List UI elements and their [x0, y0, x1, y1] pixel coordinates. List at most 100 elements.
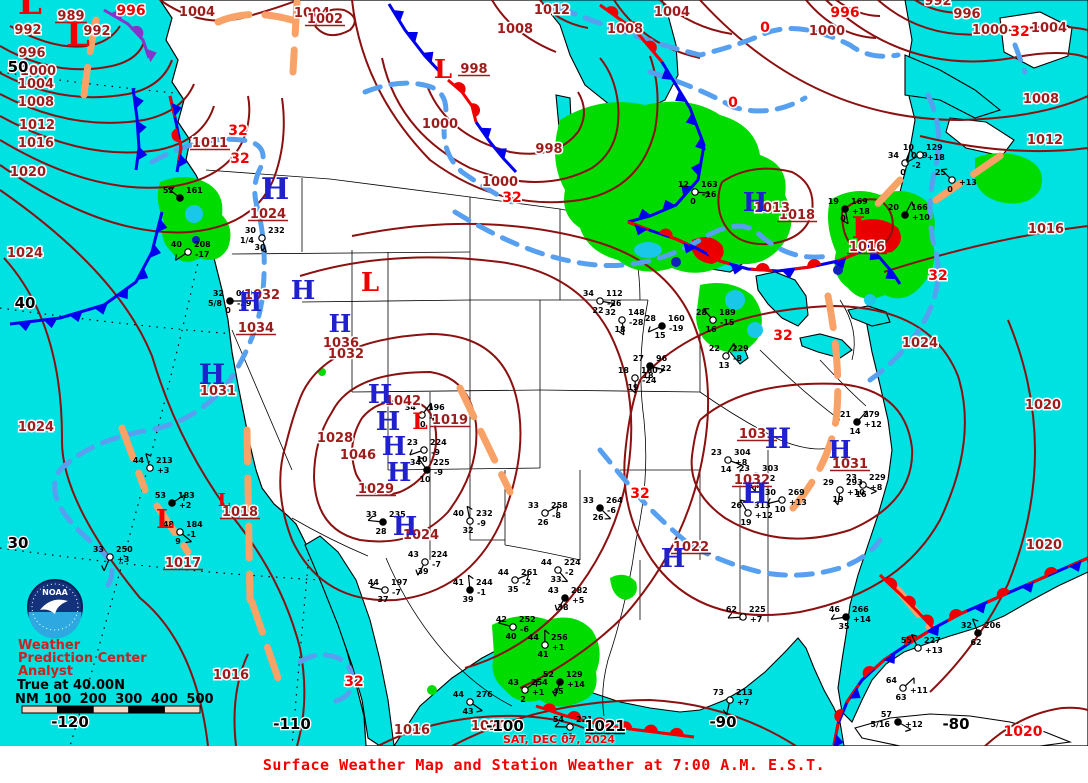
wind-barb-tick — [736, 464, 743, 469]
station-circle — [744, 509, 752, 517]
station-dewpoint: 10 — [416, 455, 428, 464]
station-pressure: 213 — [156, 456, 173, 465]
st-lawrence — [904, 54, 1002, 119]
station-circle — [541, 509, 549, 517]
front-semicircle — [592, 717, 607, 726]
station-pressure: 160 — [668, 314, 685, 323]
station-circle — [894, 718, 902, 726]
station-temp: 42 — [496, 615, 507, 624]
station-change: -6 — [607, 506, 616, 515]
station-pressure: 197 — [391, 578, 408, 587]
isobar-label: 1020 — [1026, 538, 1062, 553]
isobar-label: 992 — [83, 24, 110, 39]
station-change: +3 — [117, 555, 129, 564]
station-temp: 44 — [368, 578, 380, 587]
front-triangle — [495, 148, 507, 160]
station-temp: 43 — [548, 586, 559, 595]
station-temp: 52 — [543, 670, 554, 679]
station-pressure: 279 — [863, 410, 880, 419]
station-change: +10 — [847, 488, 865, 497]
isobar-label: 32 — [502, 190, 521, 206]
station-dewpoint: 33 — [550, 575, 561, 584]
station-change: +13 — [959, 178, 977, 187]
station-temp: 43 — [408, 550, 419, 559]
isobar-label: 1008 — [497, 22, 533, 37]
isobar-label: 996 — [830, 5, 859, 21]
front-triangle — [1021, 581, 1034, 593]
station-dewpoint: 9 — [175, 537, 181, 546]
high-pressure-symbol: H — [199, 358, 225, 391]
station-circle — [899, 684, 907, 692]
station-change: +12 — [864, 420, 882, 429]
station-change: -1 — [477, 588, 486, 597]
station-extra: 1/4 — [240, 236, 254, 245]
station-temp: 27 — [633, 354, 644, 363]
front-semicircle — [755, 262, 770, 271]
station-change: +2 — [763, 474, 775, 483]
station-plot: 73 213+7 — [713, 688, 753, 715]
station-dewpoint: 39 — [417, 567, 429, 576]
wind-barb-tick — [168, 187, 175, 190]
wind-barb-tick — [183, 494, 186, 501]
low-pressure-symbol: L — [66, 15, 90, 55]
isobar-label: 998 — [535, 142, 562, 157]
graticule-label: -100 — [486, 717, 524, 735]
station-temp: 32 — [961, 621, 972, 630]
front-triangle — [683, 242, 697, 254]
isobar-label: 32 — [630, 486, 649, 502]
high-pressure-symbol: H — [238, 288, 263, 318]
wind-barb-tick — [369, 583, 376, 588]
station-plot: 19 169+18 0 — [828, 197, 870, 225]
front-semicircle — [807, 259, 822, 268]
isobar-label: 1036 — [323, 336, 359, 351]
isobar-label: 989 — [57, 9, 84, 24]
wind-barb-tick — [750, 486, 756, 492]
station-plot: 12 163-16 0 — [678, 180, 718, 206]
high-pressure-symbol: H — [743, 188, 768, 218]
graticule-label: -110 — [273, 715, 311, 733]
isobar-label: 32 — [928, 268, 947, 284]
station-change: -17 — [195, 250, 209, 259]
station-temp: 40 — [453, 509, 465, 518]
station-pressure: 227 — [924, 636, 941, 645]
front-semicircle — [834, 708, 844, 723]
isobar-label: 1017 — [165, 556, 201, 571]
station-temp: 12 — [678, 180, 689, 189]
front-semicircle — [996, 587, 1011, 598]
station-change: +1 — [532, 688, 545, 697]
station-dewpoint: 51 — [562, 732, 574, 741]
isobar-label: 1022 — [673, 540, 709, 555]
station-change: -28 — [629, 318, 644, 327]
low-pressure-symbol: L — [218, 490, 231, 511]
station-pressure: 224 — [430, 438, 447, 447]
station-pressure: 221 — [576, 715, 593, 724]
front-triangle — [17, 321, 32, 332]
station-pressure: 276 — [476, 690, 493, 699]
station-dewpoint: 2 — [520, 695, 526, 704]
station-temp: 44 — [528, 633, 540, 642]
station-temp: 40 — [171, 240, 183, 249]
wind-barb-tick — [842, 220, 849, 225]
station-plot: 33 264-626 — [583, 496, 623, 522]
station-change: -8 — [733, 354, 742, 363]
station-plot: 33 250+3 — [93, 545, 133, 572]
front-semicircle — [949, 609, 963, 620]
front-semicircle — [862, 666, 875, 678]
front-triangle — [690, 162, 702, 177]
station-change: -1 — [187, 530, 196, 539]
station-dewpoint: 15 — [654, 331, 666, 340]
station-dewpoint: 43 — [462, 707, 473, 716]
wind-barb-tick — [906, 156, 909, 163]
station-circle — [226, 297, 234, 305]
isobar-label: 992 — [14, 23, 41, 38]
station-dewpoint: 14 — [849, 427, 861, 436]
graticule-label: -80 — [942, 715, 969, 733]
isobar-label: 1008 — [607, 22, 643, 37]
station-temp: 46 — [829, 605, 841, 614]
station-plot: 57 +12 5/16 — [870, 710, 923, 732]
